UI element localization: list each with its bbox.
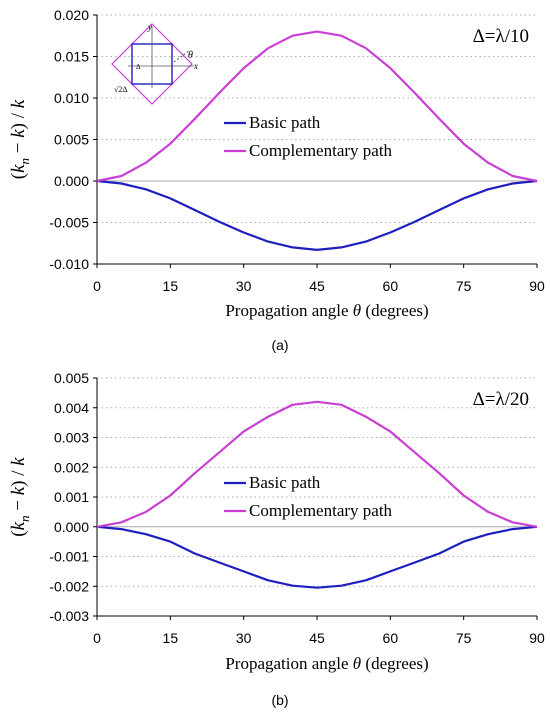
y-tick-label: -0.010 <box>49 256 89 272</box>
x-tick-label: 90 <box>529 630 545 646</box>
x-tick-label: 45 <box>309 630 325 646</box>
panel-caption: (a) <box>271 337 288 353</box>
x-tick-label: 0 <box>93 278 101 294</box>
y-tick-label: 0.020 <box>54 7 89 23</box>
y-tick-label: -0.005 <box>49 215 89 231</box>
y-tick-label: 0.004 <box>54 400 89 416</box>
y-tick-label: 0.000 <box>54 173 89 189</box>
x-tick-label: 30 <box>236 278 252 294</box>
inset-label-y: y <box>147 22 152 32</box>
x-tick-label: 0 <box>93 630 101 646</box>
y-tick-label: -0.001 <box>49 549 89 565</box>
inset-label-delta: Δ <box>136 63 141 71</box>
inset-schematic: y θx Δ √2Δ <box>111 22 198 105</box>
x-axis-label: Propagation angle θ (degrees) <box>225 654 428 673</box>
y-tick-label: 0.001 <box>54 489 89 505</box>
y-tick-label: 0.005 <box>54 132 89 148</box>
y-tick-label: -0.003 <box>49 608 89 624</box>
x-axis-label: Propagation angle θ (degrees) <box>225 301 428 320</box>
panel-a: -0.010 -0.005 0.000 0.005 0.010 0.015 0.020 0 15… <box>8 7 545 353</box>
x-tick-label: 75 <box>456 630 472 646</box>
delta-annotation: Δ=λ/10 <box>473 26 529 47</box>
series-line-complementary-path <box>96 400 538 528</box>
y-tick-label: 0.015 <box>54 49 89 65</box>
y-tick-label: 0.010 <box>54 90 89 106</box>
legend-label: Basic path <box>249 113 321 132</box>
inset-label-x: x <box>193 61 198 71</box>
y-axis-label: (kn − k) / k <box>8 457 32 537</box>
y-tick-label: 0.000 <box>54 519 89 535</box>
x-tick-label: 60 <box>383 630 399 646</box>
x-tick-label: 15 <box>163 630 179 646</box>
y-tick-label: 0.003 <box>54 430 89 446</box>
inset-direction-line <box>173 49 191 63</box>
x-tick-label: 30 <box>236 630 252 646</box>
series-line-basic-path <box>96 525 538 589</box>
y-tick-label: 0.005 <box>54 370 89 386</box>
legend-label: Basic path <box>249 473 321 492</box>
series-line-complementary-path <box>96 30 538 183</box>
legend-label: Complementary path <box>249 501 393 520</box>
x-tick-label: 15 <box>163 278 179 294</box>
y-axis-label: (kn − k) / k <box>8 99 32 179</box>
diamond-shape <box>111 23 193 105</box>
panel-caption: (b) <box>271 692 288 708</box>
x-tick-label: 75 <box>456 278 472 294</box>
y-tick-label: 0.002 <box>54 459 89 475</box>
y-tick-label: -0.002 <box>49 578 89 594</box>
inset-label-sqrt2delta: √2Δ <box>114 85 128 94</box>
series-line-basic-path <box>96 179 538 251</box>
x-tick-label: 45 <box>309 278 325 294</box>
panel-b: -0.003 -0.002 -0.001 0.000 0.001 0.002 0.003 0.… <box>8 370 545 708</box>
delta-annotation: Δ=λ/20 <box>473 389 529 410</box>
inset-label-theta: θ <box>188 50 193 61</box>
x-tick-label: 90 <box>529 278 545 294</box>
legend-label: Complementary path <box>249 141 393 160</box>
x-tick-label: 60 <box>383 278 399 294</box>
